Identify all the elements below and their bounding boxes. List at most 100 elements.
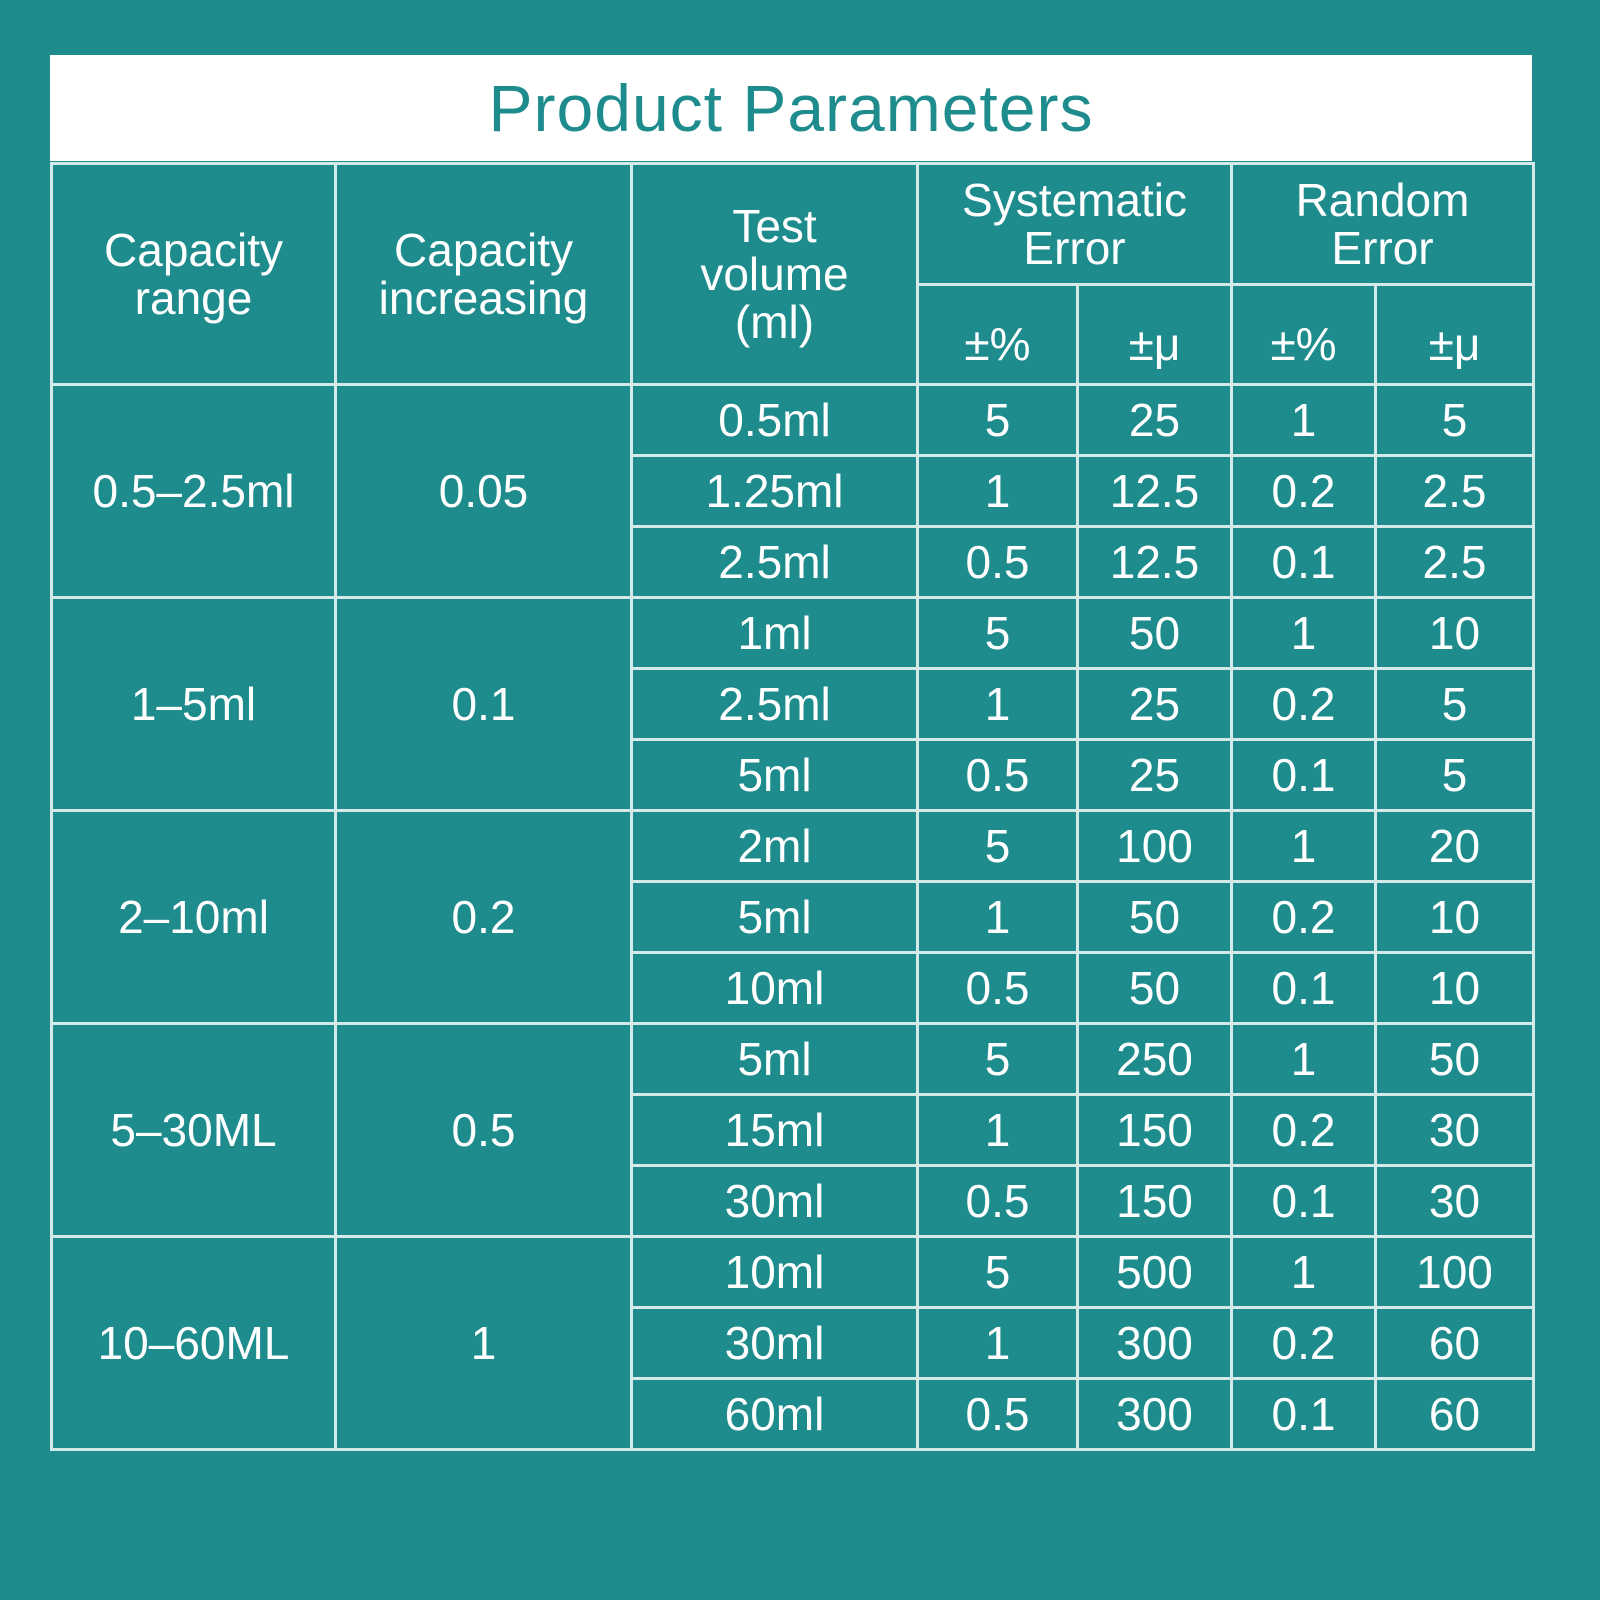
capacity-range-cell: 2–10ml (50, 809, 337, 1025)
data-cell: 60 (1374, 1306, 1536, 1380)
data-cell: 1 (1230, 596, 1378, 670)
header-row: Capacity range Capacity increasing Test volum… (50, 162, 1536, 386)
data-cell: 0.5 (916, 738, 1079, 812)
data-cell: 1 (1230, 1235, 1378, 1309)
data-cell: 5 (1374, 383, 1536, 457)
header-line: range (134, 272, 253, 324)
data-cell: 5 (1374, 738, 1536, 812)
data-cell: 0.5 (916, 525, 1079, 599)
data-cell: 5 (916, 1235, 1079, 1309)
data-cell: 10ml (630, 951, 919, 1025)
data-cell: 0.1 (1230, 951, 1378, 1025)
header-line: volume (700, 248, 849, 300)
data-cell: 15ml (630, 1093, 919, 1167)
header-cell: Random Error (1230, 162, 1536, 286)
data-cell: 0.5 (916, 951, 1079, 1025)
data-cell: 25 (1075, 738, 1234, 812)
data-cell: 100 (1075, 809, 1234, 883)
data-cell: 60ml (630, 1377, 919, 1451)
data-cell: 150 (1075, 1093, 1234, 1167)
capacity-range-cell: 1–5ml (50, 596, 337, 812)
header-line: Systematic (962, 174, 1187, 226)
data-cell: 5 (916, 1022, 1079, 1096)
data-cell: 12.5 (1075, 525, 1234, 599)
data-cell: 1 (916, 667, 1079, 741)
data-cell: 0.1 (1230, 1164, 1378, 1238)
table-body: 0.5–2.5ml 0.05 0.5ml 5 25 1 5 1.25ml 1 12.5 0.2 2.5… (50, 383, 1536, 1451)
data-cell: 100 (1374, 1235, 1536, 1309)
data-row: 1.25ml 1 12.5 0.2 2.5 (52, 454, 1536, 528)
subheader-cell: ±% (916, 283, 1079, 386)
data-cell: 1.25ml (630, 454, 919, 528)
data-cell: 0.5 (916, 1164, 1079, 1238)
data-cell: 12.5 (1075, 454, 1234, 528)
data-cell: 30ml (630, 1306, 919, 1380)
data-cell: 60 (1374, 1377, 1536, 1451)
header-cell: Systematic Error (915, 162, 1234, 286)
data-row: 1–5ml 0.1 1ml 5 50 1 10 (50, 596, 1536, 812)
data-cell: 1 (916, 1093, 1079, 1167)
data-cell: 1 (1230, 1022, 1378, 1096)
header-line: Error (1331, 222, 1434, 274)
data-row: 15ml 1 150 0.2 30 (52, 1093, 1536, 1167)
data-cell: 2.5ml (630, 667, 919, 741)
data-cell: 5 (1374, 667, 1536, 741)
subheader-cell: ±% (1230, 283, 1378, 386)
capacity-range-cell: 10–60ML (50, 1235, 337, 1451)
data-cell: 50 (1075, 951, 1234, 1025)
data-cell: 1 (916, 880, 1079, 954)
data-cell: 0.1 (1230, 738, 1378, 812)
data-row: 10ml 0.5 50 0.1 10 (52, 951, 1536, 1025)
data-cell: 250 (1075, 1022, 1234, 1096)
data-cell: 5ml (630, 880, 919, 954)
data-cell: 2.5ml (630, 525, 919, 599)
data-cell: 5 (916, 383, 1079, 457)
data-cell: 1 (1230, 383, 1378, 457)
data-cell: 0.2 (1230, 1093, 1378, 1167)
data-cell: 0.2 (1230, 667, 1378, 741)
header-line: (ml) (734, 296, 815, 348)
data-cell: 20 (1374, 809, 1536, 883)
data-cell: 2.5 (1374, 454, 1536, 528)
data-cell: 2.5 (1374, 525, 1536, 599)
header-line: Capacity (104, 224, 283, 276)
capacity-increasing-cell: 0.05 (334, 383, 633, 599)
data-row: 2.5ml 0.5 12.5 0.1 2.5 (52, 525, 1536, 599)
capacity-increasing-cell: 0.1 (334, 596, 633, 812)
data-cell: 0.2 (1230, 880, 1378, 954)
data-cell: 1 (916, 454, 1079, 528)
data-cell: 30 (1374, 1093, 1536, 1167)
data-cell: 10ml (630, 1235, 919, 1309)
header-line: Capacity (394, 224, 573, 276)
data-cell: 2ml (630, 809, 919, 883)
data-row: 5ml 1 50 0.2 10 (52, 880, 1536, 954)
data-cell: 5 (916, 596, 1079, 670)
data-cell: 0.2 (1230, 454, 1378, 528)
table-header: Capacity range Capacity increasing Test volum… (50, 162, 1536, 386)
data-cell: 50 (1075, 596, 1234, 670)
data-cell: 5 (916, 809, 1079, 883)
header-line: Random (1295, 174, 1470, 226)
data-cell: 0.2 (1230, 1306, 1378, 1380)
capacity-increasing-cell: 0.5 (334, 1022, 633, 1238)
data-cell: 30ml (630, 1164, 919, 1238)
data-row: 5ml 0.5 25 0.1 5 (52, 738, 1536, 812)
data-cell: 0.5ml (630, 383, 919, 457)
data-row: 60ml 0.5 300 0.1 60 (52, 1377, 1536, 1451)
data-row: 30ml 1 300 0.2 60 (52, 1306, 1536, 1380)
header-line: increasing (378, 272, 589, 324)
data-cell: 0.5 (916, 1377, 1079, 1451)
capacity-increasing-cell: 0.2 (334, 809, 633, 1025)
header-cell: Test volume (ml) (630, 162, 919, 386)
data-cell: 1ml (630, 596, 919, 670)
data-cell: 1 (1230, 809, 1378, 883)
data-row: 5–30ML 0.5 5ml 5 250 1 50 (50, 1022, 1536, 1238)
data-row: 2–10ml 0.2 2ml 5 100 1 20 (50, 809, 1536, 1025)
title: Product Parameters (50, 55, 1532, 161)
data-cell: 300 (1075, 1377, 1234, 1451)
header-cell: Capacity increasing (334, 162, 633, 386)
capacity-increasing-cell: 1 (334, 1235, 633, 1451)
data-cell: 5ml (630, 1022, 919, 1096)
subheader-cell: ±μ (1075, 283, 1234, 386)
data-cell: 10 (1374, 596, 1536, 670)
